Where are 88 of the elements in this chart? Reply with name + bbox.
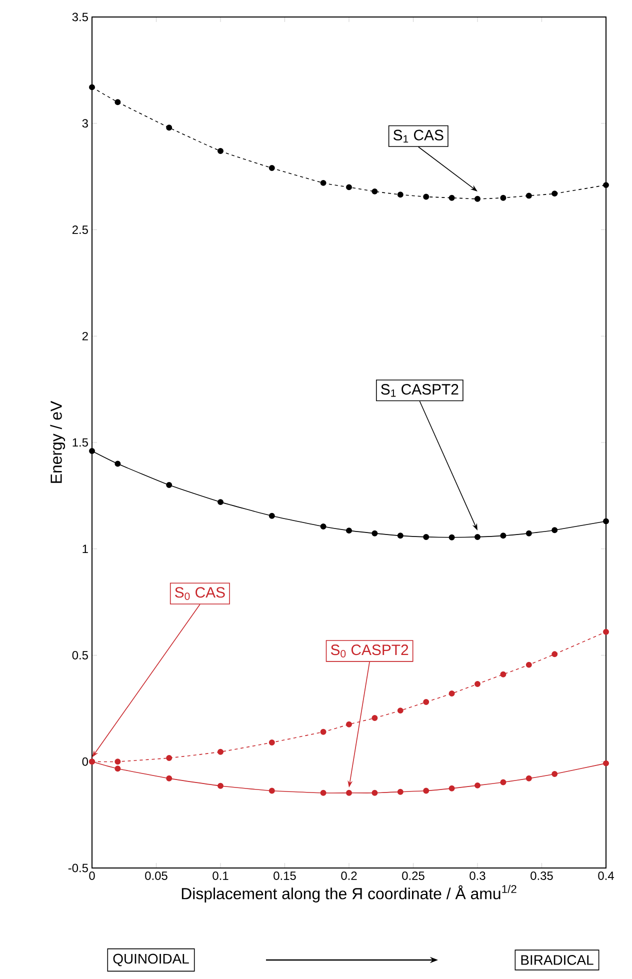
y-tick-label: 1 [82,544,88,553]
point [603,182,609,188]
point [552,527,558,534]
text: QUINOIDAL [113,954,189,966]
x-axis-title: Displacement along the Я coordinate / Å amu$^{1/2}$ [182,884,516,902]
point [268,512,275,519]
point [346,528,352,534]
text: S$_{1}$ CAS [393,130,444,142]
point [526,530,532,536]
point [474,680,480,687]
point [166,482,172,488]
x-tick-label: 0.35 [530,872,553,880]
y-tick-label: 2.5 [72,226,88,234]
point [166,775,172,782]
point [372,715,378,721]
point [423,788,430,794]
point [114,460,121,467]
point [89,448,95,454]
point [552,770,558,777]
point [448,194,455,201]
point [218,148,224,154]
y-tick-label: 2 [82,332,88,340]
point [166,124,172,131]
x-tick-label: 0.4 [598,872,614,880]
point [397,192,404,198]
point [448,534,455,540]
point [89,84,95,90]
x-tick-label: 0.05 [145,872,168,880]
point [372,790,378,796]
text: S$_{1}$ CASPT2 [381,384,458,397]
point [397,708,404,714]
point [320,728,326,735]
point [474,782,480,788]
text: BIRADICAL [521,955,594,965]
point [552,651,558,658]
point [114,758,121,765]
point [526,662,532,668]
point [320,790,326,796]
point [526,775,532,782]
y-tick-label: 3.5 [72,12,88,22]
point [268,788,275,794]
point [603,518,609,524]
y-tick-label: 1.5 [72,438,88,447]
point [218,782,224,789]
point [320,180,326,186]
x-tick-label: 0.15 [274,872,296,880]
point [423,194,430,200]
y-tick-label: 3 [82,119,88,128]
point [526,192,532,199]
point [372,530,378,536]
point [500,671,506,678]
x-tick-label: 0 [89,872,95,880]
point [500,532,506,539]
x-tick-label: 0.25 [402,872,424,880]
point [372,188,378,194]
point [552,190,558,197]
y-tick-label: 0.5 [72,651,88,660]
point [448,690,455,697]
point [397,788,404,795]
text: S$_{0}$ CASPT2 [330,644,408,658]
point [114,766,121,772]
point [423,699,430,706]
y-axis-title: Energy / eV [50,400,66,483]
point [320,524,326,530]
x-tick-label: 0.1 [212,872,228,880]
point [346,721,352,728]
point [218,499,224,506]
point [448,785,455,792]
y-tick-label: -0.5 [68,864,88,872]
point [603,628,609,635]
point [603,760,609,766]
y-tick-label: 0 [82,757,88,766]
point [268,739,275,746]
point [346,790,352,796]
x-tick-label: 0.2 [341,872,357,880]
x-tick-label: 0.3 [470,872,486,880]
point [268,165,275,172]
point [500,194,506,201]
point [500,779,506,786]
point [474,534,480,540]
point [114,99,121,106]
point [474,196,480,202]
text: S$_{0}$ CAS [175,587,225,600]
point [397,532,404,539]
point [346,184,352,190]
point [166,755,172,761]
point [218,748,224,755]
point [423,534,430,540]
